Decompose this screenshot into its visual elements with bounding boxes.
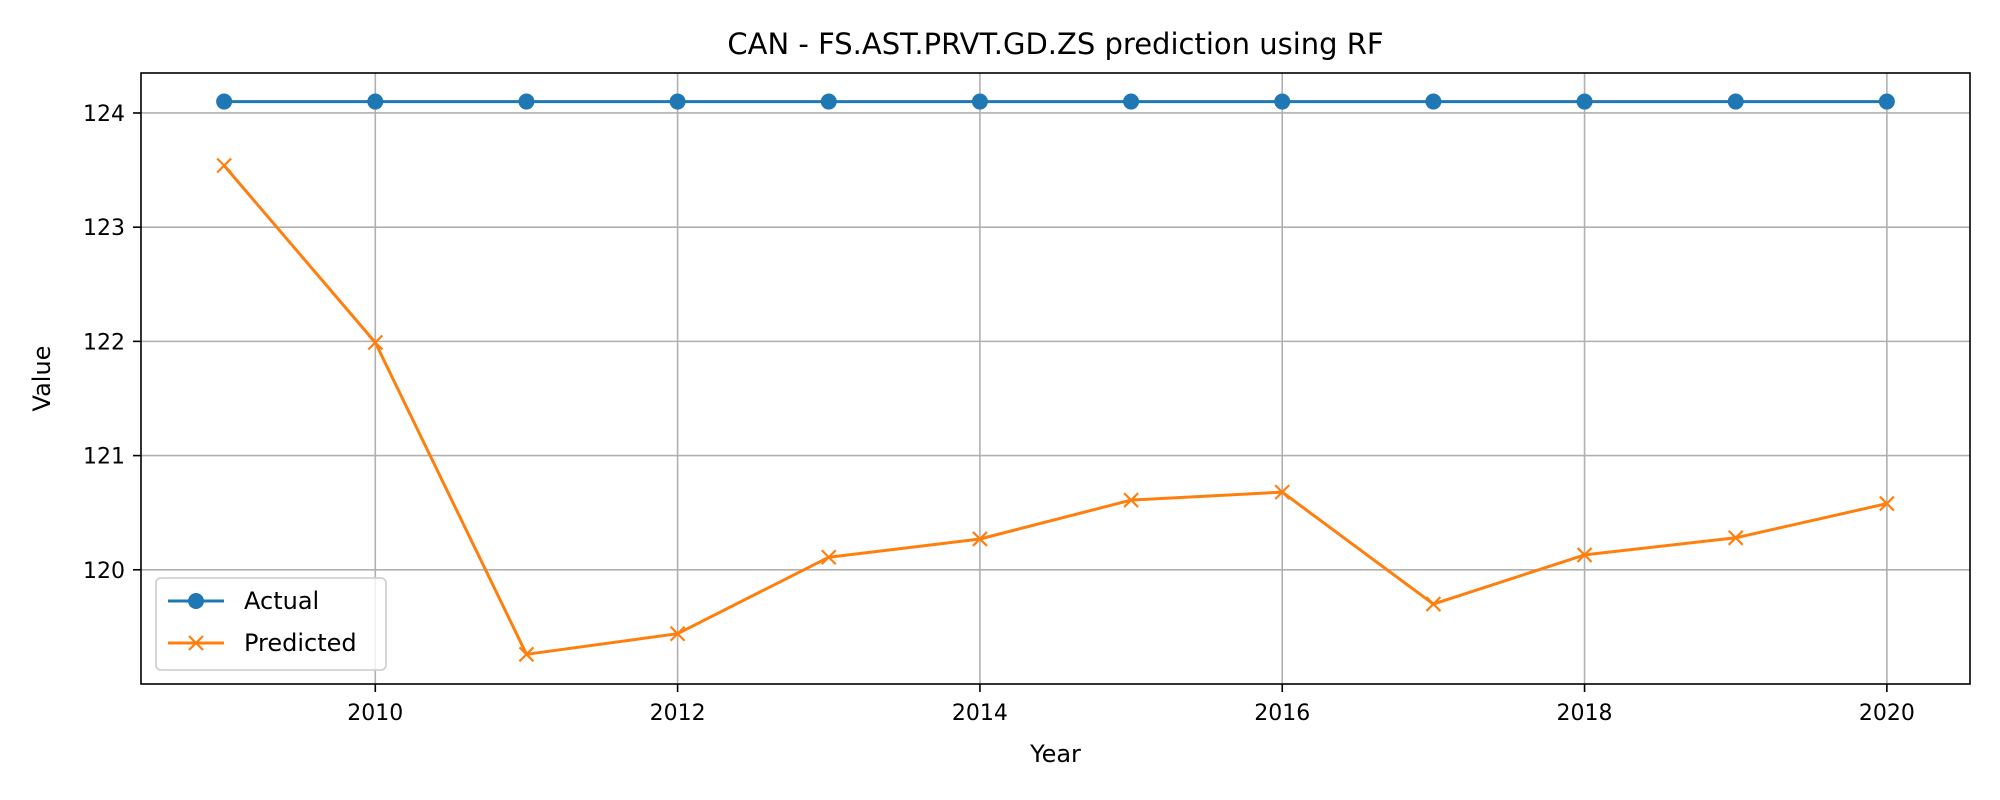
y-tick-label-124: 124 <box>83 102 125 127</box>
data-point-actual-2011 <box>518 93 535 110</box>
plot-frame <box>140 72 1971 685</box>
x-tick-label-2016: 2016 <box>1254 701 1310 726</box>
data-point-predicted-2010 <box>367 334 384 351</box>
legend-marker-actual <box>188 593 204 609</box>
legend-marker-predicted <box>188 635 204 651</box>
series-line-predicted <box>222 164 1888 656</box>
data-point-predicted-2017 <box>1425 596 1442 612</box>
data-point-actual-2012 <box>669 93 686 110</box>
chart-title: CAN - FS.AST.PRVT.GD.ZS prediction using… <box>727 27 1383 61</box>
y-tick-label-122: 122 <box>83 330 125 355</box>
y-tick-label-121: 121 <box>83 445 125 470</box>
grid <box>141 73 1970 684</box>
data-point-predicted-2020 <box>1879 495 1895 512</box>
data-point-predicted-2009 <box>216 157 232 174</box>
data-point-predicted-2016 <box>1274 484 1291 500</box>
data-point-actual-2019 <box>1727 93 1744 110</box>
data-point-predicted-2015 <box>1123 492 1139 508</box>
series-layer <box>216 93 1895 663</box>
data-point-actual-2014 <box>971 93 988 110</box>
x-tick-label-2020: 2020 <box>1859 701 1915 726</box>
legend-label-predicted: Predicted <box>244 629 357 657</box>
x-tick-label-2012: 2012 <box>650 701 706 726</box>
data-point-predicted-2019 <box>1727 530 1744 546</box>
y-tick-label-123: 123 <box>83 216 125 241</box>
data-point-predicted-2014 <box>972 531 988 547</box>
data-point-predicted-2012 <box>669 625 686 642</box>
data-point-predicted-2011 <box>518 646 535 663</box>
data-point-predicted-2013 <box>820 549 837 566</box>
x-tick-label-2014: 2014 <box>952 701 1008 726</box>
data-point-predicted-2018 <box>1576 547 1593 563</box>
data-point-actual-2017 <box>1425 93 1442 110</box>
legend-label-actual: Actual <box>244 587 319 615</box>
data-point-actual-2013 <box>820 93 837 110</box>
data-point-actual-2010 <box>367 93 384 110</box>
legend: Actual Predicted <box>155 577 387 671</box>
data-point-actual-2009 <box>216 93 233 110</box>
ticks: 2010 2012 2014 2016 2018 2020 120 121 122 123 124 <box>83 102 1915 726</box>
data-point-actual-2016 <box>1274 93 1291 110</box>
x-tick-label-2010: 2010 <box>347 701 403 726</box>
x-axis-title: Year <box>1029 740 1081 768</box>
data-point-actual-2020 <box>1878 93 1895 110</box>
x-tick-label-2018: 2018 <box>1557 701 1613 726</box>
y-tick-label-120: 120 <box>83 559 125 584</box>
data-point-actual-2015 <box>1123 93 1140 110</box>
data-point-actual-2018 <box>1576 93 1593 110</box>
y-axis-title: Value <box>28 346 56 412</box>
